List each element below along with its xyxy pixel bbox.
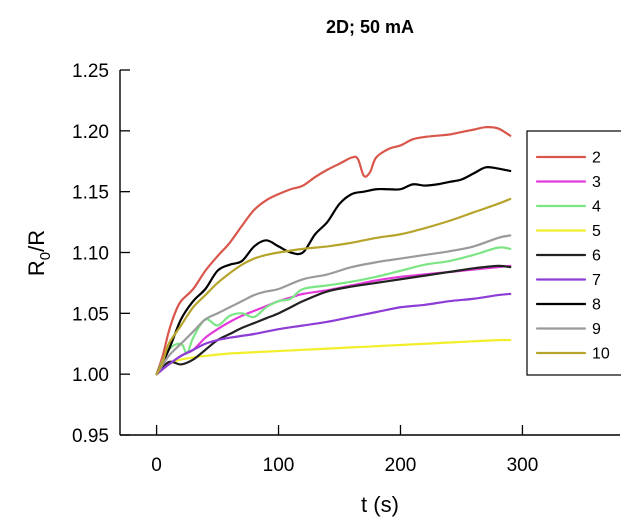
x-tick-label: 200: [385, 455, 417, 476]
legend-label-4: 4: [592, 199, 601, 216]
y-tick-label: 1.00: [72, 365, 109, 386]
series-line-2: [155, 125, 512, 376]
x-tick-label: 300: [507, 455, 539, 476]
y-tick-label: 1.20: [72, 122, 109, 143]
legend-label-3: 3: [592, 174, 601, 191]
legend-label-7: 7: [592, 272, 601, 289]
legend-label-5: 5: [592, 223, 601, 240]
series-line-6: [155, 264, 512, 376]
series-line-4: [155, 246, 512, 376]
series-line-9: [155, 234, 512, 376]
series-line-7: [155, 292, 512, 376]
axes-layer: 0.95 1.00 1.05 1.10 1.15 1.20 1.25 0 100 200 300: [72, 61, 620, 476]
y-axis-label-tail: /R: [24, 230, 49, 252]
x-axis-label: t (s): [361, 492, 399, 517]
y-axis-label-subscript: 0: [37, 252, 54, 260]
legend-label-10: 10: [592, 346, 610, 363]
legend-label-6: 6: [592, 248, 601, 265]
y-tick-label: 1.25: [72, 61, 109, 82]
x-tick-label: 100: [263, 455, 295, 476]
y-axis-label: R0/R: [24, 230, 54, 276]
series-line-10: [155, 197, 512, 376]
y-tick-label: 1.10: [72, 244, 109, 265]
y-tick-label: 1.05: [72, 304, 109, 325]
y-tick-label: 0.95: [72, 426, 109, 447]
legend: 2 3 4 5 6 7 8 9 10: [526, 130, 621, 376]
y-tick-label: 1.15: [72, 183, 109, 204]
legend-label-9: 9: [592, 321, 601, 338]
y-axis-label-main: R: [24, 260, 49, 276]
legend-box: [526, 130, 621, 376]
legend-label-8: 8: [592, 297, 601, 314]
chart-title: 2D; 50 mA: [326, 17, 414, 37]
x-tick-label: 0: [151, 455, 162, 476]
series-line-8: [155, 165, 512, 376]
lines-layer: [155, 125, 512, 376]
legend-label-2: 2: [592, 150, 601, 167]
